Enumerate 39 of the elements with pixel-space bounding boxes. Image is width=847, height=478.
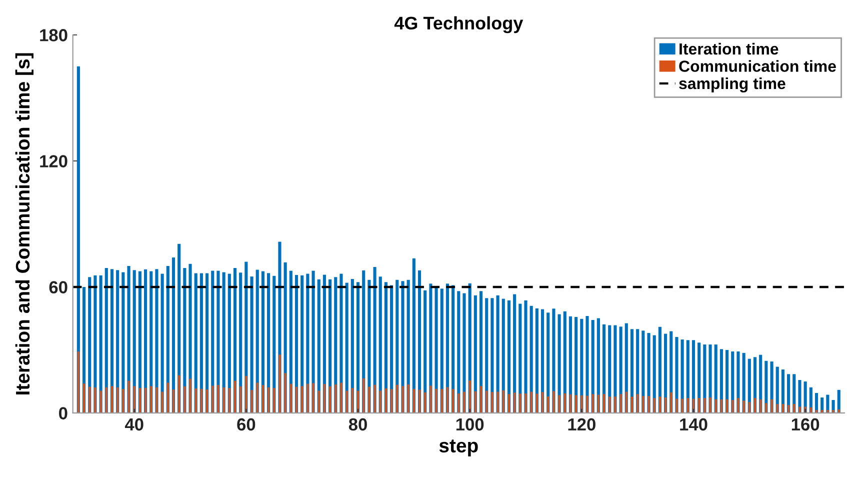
bar <box>837 390 840 413</box>
bar <box>518 304 522 413</box>
bar <box>462 293 466 413</box>
bar <box>586 316 589 413</box>
bar <box>826 394 830 413</box>
bar <box>708 344 712 413</box>
bar <box>160 274 164 413</box>
x-tick-label: 60 <box>237 418 256 431</box>
bar <box>798 380 802 413</box>
y-tick-label: 0 <box>59 407 68 420</box>
bar <box>99 275 102 413</box>
bar <box>194 273 198 413</box>
bar <box>340 274 343 413</box>
bar <box>457 291 460 413</box>
legend-label: Iteration time <box>680 42 778 55</box>
bar <box>490 298 494 413</box>
bar <box>814 393 818 413</box>
x-tick-label: 40 <box>124 418 144 431</box>
bar <box>496 295 500 413</box>
x-tick-label: 120 <box>568 418 596 431</box>
bar <box>378 276 382 413</box>
bar <box>188 264 192 413</box>
y-tick-label: 180 <box>40 29 68 42</box>
bar <box>155 269 158 413</box>
x-tick-label: 100 <box>456 418 484 431</box>
legend-label: sampling time <box>679 77 786 92</box>
bar <box>317 279 320 413</box>
bar <box>647 332 650 413</box>
x-tick-label: 140 <box>680 418 708 431</box>
y-tick-label: 120 <box>40 155 68 168</box>
legend-label: Communication time <box>679 60 836 72</box>
x-axis-title: step <box>439 440 478 456</box>
x-tick-label: 160 <box>792 418 820 431</box>
x-tick-label: 80 <box>348 418 367 431</box>
bar <box>524 300 528 413</box>
chart-title: 4G Technology <box>394 16 524 34</box>
bar <box>250 276 254 413</box>
y-tick-label: 60 <box>49 281 68 294</box>
y-axis-title: Iteration and Communication time [s] <box>15 53 34 394</box>
